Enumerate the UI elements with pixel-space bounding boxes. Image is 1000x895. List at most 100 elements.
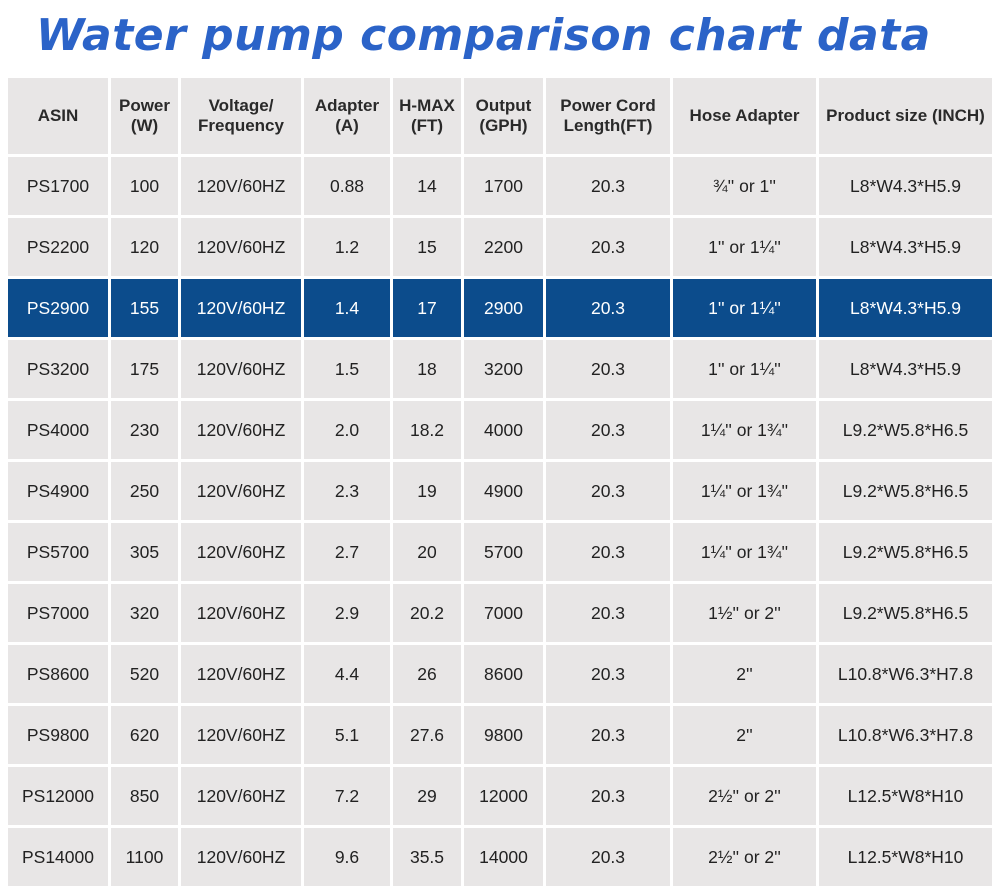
- cell-product-size: L8*W4.3*H5.9: [819, 157, 992, 215]
- cell-asin: PS5700: [8, 523, 108, 581]
- cell-power: 320: [111, 584, 178, 642]
- cell-hmax: 15: [393, 218, 461, 276]
- cell-adapter: 1.2: [304, 218, 390, 276]
- cell-adapter: 5.1: [304, 706, 390, 764]
- cell-cord-length: 20.3: [546, 157, 670, 215]
- cell-hmax: 19: [393, 462, 461, 520]
- cell-hmax: 14: [393, 157, 461, 215]
- cell-cord-length: 20.3: [546, 218, 670, 276]
- cell-adapter: 4.4: [304, 645, 390, 703]
- cell-adapter: 2.7: [304, 523, 390, 581]
- header-power: Power (W): [111, 78, 178, 154]
- cell-voltage: 120V/60HZ: [181, 401, 301, 459]
- cell-output: 2200: [464, 218, 543, 276]
- cell-hmax: 35.5: [393, 828, 461, 886]
- cell-power: 230: [111, 401, 178, 459]
- cell-voltage: 120V/60HZ: [181, 828, 301, 886]
- cell-hose-adapter: 2'': [673, 645, 816, 703]
- chart-title: Water pump comparison chart data: [36, 10, 931, 61]
- cell-voltage: 120V/60HZ: [181, 645, 301, 703]
- header-voltage: Voltage/ Frequency: [181, 78, 301, 154]
- cell-cord-length: 20.3: [546, 584, 670, 642]
- cell-product-size: L8*W4.3*H5.9: [819, 340, 992, 398]
- cell-voltage: 120V/60HZ: [181, 462, 301, 520]
- cell-adapter: 1.4: [304, 279, 390, 337]
- cell-product-size: L12.5*W8*H10: [819, 828, 992, 886]
- cell-power: 175: [111, 340, 178, 398]
- cell-output: 8600: [464, 645, 543, 703]
- cell-asin: PS9800: [8, 706, 108, 764]
- cell-voltage: 120V/60HZ: [181, 279, 301, 337]
- cell-cord-length: 20.3: [546, 828, 670, 886]
- header-output: Output (GPH): [464, 78, 543, 154]
- cell-product-size: L8*W4.3*H5.9: [819, 279, 992, 337]
- cell-output: 9800: [464, 706, 543, 764]
- cell-product-size: L9.2*W5.8*H6.5: [819, 523, 992, 581]
- header-asin: ASIN: [8, 78, 108, 154]
- cell-hose-adapter: ¾'' or 1'': [673, 157, 816, 215]
- cell-adapter: 7.2: [304, 767, 390, 825]
- cell-adapter: 9.6: [304, 828, 390, 886]
- cell-product-size: L9.2*W5.8*H6.5: [819, 584, 992, 642]
- cell-hose-adapter: 2½'' or 2'': [673, 767, 816, 825]
- cell-voltage: 120V/60HZ: [181, 340, 301, 398]
- header-adapter: Adapter (A): [304, 78, 390, 154]
- cell-hose-adapter: 2½'' or 2'': [673, 828, 816, 886]
- cell-hose-adapter: 1½'' or 2'': [673, 584, 816, 642]
- cell-adapter: 2.0: [304, 401, 390, 459]
- cell-product-size: L10.8*W6.3*H7.8: [819, 645, 992, 703]
- cell-asin: PS3200: [8, 340, 108, 398]
- cell-cord-length: 20.3: [546, 279, 670, 337]
- cell-asin: PS4900: [8, 462, 108, 520]
- cell-output: 12000: [464, 767, 543, 825]
- cell-output: 4900: [464, 462, 543, 520]
- cell-voltage: 120V/60HZ: [181, 767, 301, 825]
- cell-output: 7000: [464, 584, 543, 642]
- cell-voltage: 120V/60HZ: [181, 584, 301, 642]
- cell-asin: PS2900: [8, 279, 108, 337]
- cell-adapter: 1.5: [304, 340, 390, 398]
- cell-cord-length: 20.3: [546, 401, 670, 459]
- comparison-table: ASIN Power (W) Voltage/ Frequency Adapter (…: [8, 78, 992, 886]
- cell-asin: PS7000: [8, 584, 108, 642]
- cell-cord-length: 20.3: [546, 767, 670, 825]
- cell-cord-length: 20.3: [546, 706, 670, 764]
- cell-hmax: 18.2: [393, 401, 461, 459]
- cell-output: 2900: [464, 279, 543, 337]
- cell-hmax: 20.2: [393, 584, 461, 642]
- cell-power: 850: [111, 767, 178, 825]
- header-hose-adapter: Hose Adapter: [673, 78, 816, 154]
- cell-cord-length: 20.3: [546, 523, 670, 581]
- cell-power: 620: [111, 706, 178, 764]
- cell-product-size: L10.8*W6.3*H7.8: [819, 706, 992, 764]
- cell-hmax: 26: [393, 645, 461, 703]
- cell-hose-adapter: 1'' or 1¼'': [673, 340, 816, 398]
- cell-hmax: 17: [393, 279, 461, 337]
- cell-power: 250: [111, 462, 178, 520]
- cell-hose-adapter: 1'' or 1¼'': [673, 279, 816, 337]
- cell-power: 120: [111, 218, 178, 276]
- header-product-size: Product size (INCH): [819, 78, 992, 154]
- cell-product-size: L8*W4.3*H5.9: [819, 218, 992, 276]
- cell-asin: PS14000: [8, 828, 108, 886]
- cell-adapter: 2.9: [304, 584, 390, 642]
- cell-asin: PS4000: [8, 401, 108, 459]
- cell-cord-length: 20.3: [546, 645, 670, 703]
- cell-power: 100: [111, 157, 178, 215]
- cell-power: 305: [111, 523, 178, 581]
- cell-output: 14000: [464, 828, 543, 886]
- cell-hose-adapter: 1¼'' or 1¾'': [673, 523, 816, 581]
- header-hmax: H-MAX (FT): [393, 78, 461, 154]
- cell-adapter: 0.88: [304, 157, 390, 215]
- cell-power: 520: [111, 645, 178, 703]
- cell-hose-adapter: 2'': [673, 706, 816, 764]
- cell-hose-adapter: 1'' or 1¼'': [673, 218, 816, 276]
- cell-voltage: 120V/60HZ: [181, 218, 301, 276]
- cell-hmax: 18: [393, 340, 461, 398]
- header-cord-length: Power Cord Length(FT): [546, 78, 670, 154]
- cell-power: 155: [111, 279, 178, 337]
- cell-output: 5700: [464, 523, 543, 581]
- cell-output: 3200: [464, 340, 543, 398]
- cell-voltage: 120V/60HZ: [181, 157, 301, 215]
- cell-product-size: L9.2*W5.8*H6.5: [819, 462, 992, 520]
